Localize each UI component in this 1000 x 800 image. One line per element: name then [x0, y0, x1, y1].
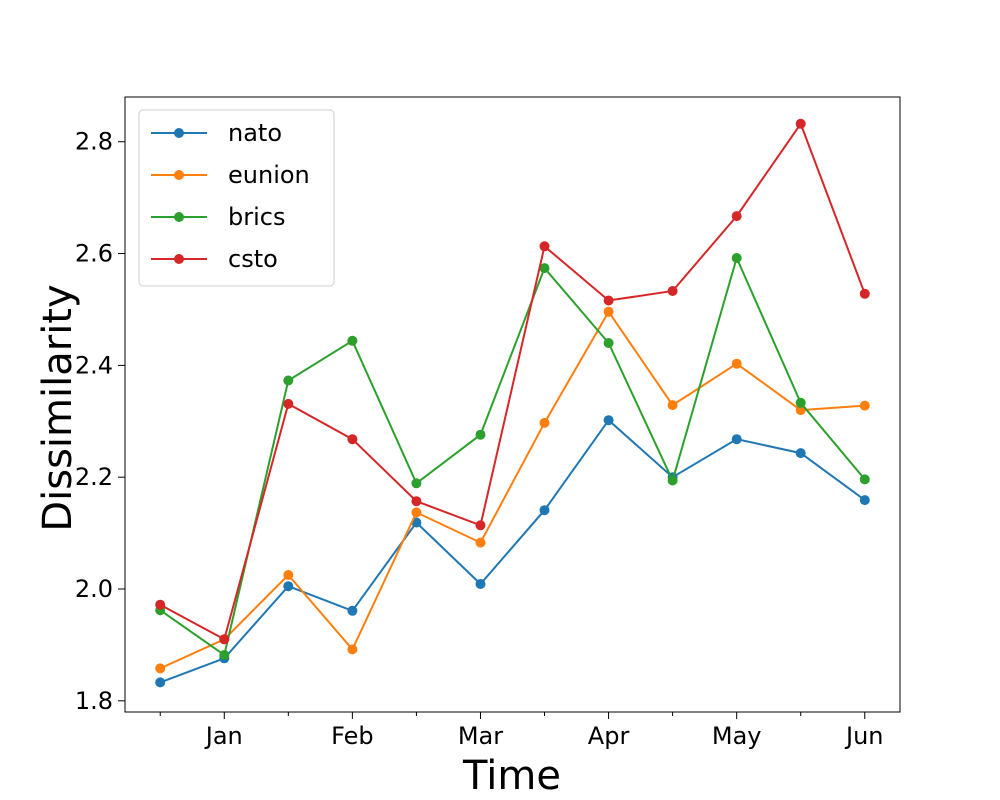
- data-point-eunion: [155, 663, 166, 674]
- x-tick-label: Jun: [844, 722, 884, 750]
- legend-swatch-marker: [174, 254, 184, 264]
- plot-area: [155, 118, 870, 688]
- legend-label: brics: [228, 203, 285, 231]
- data-point-eunion: [603, 306, 614, 317]
- legend-entry-csto: csto: [151, 245, 278, 273]
- data-point-csto: [347, 434, 358, 445]
- data-point-eunion: [283, 570, 294, 580]
- data-point-eunion: [859, 400, 870, 411]
- data-point-csto: [155, 599, 166, 610]
- data-point-nato: [603, 415, 614, 426]
- legend-label: csto: [228, 245, 278, 273]
- y-tick-label: 2.4: [75, 351, 113, 379]
- data-point-eunion: [475, 537, 486, 548]
- data-point-brics: [475, 429, 486, 440]
- x-axis-title: Time: [462, 753, 561, 799]
- axes-frame: [124, 96, 901, 713]
- x-tick-label: Feb: [331, 722, 374, 750]
- data-point-csto: [539, 241, 550, 252]
- y-axis-title: Dissimilarity: [35, 284, 81, 531]
- y-tick-label: 2.0: [75, 575, 113, 603]
- data-point-brics: [795, 397, 806, 408]
- legend-label: nato: [228, 119, 282, 147]
- legend-box: [138, 109, 335, 287]
- legend-swatch-marker: [174, 170, 184, 180]
- data-point-brics: [731, 253, 742, 263]
- legend-entry-eunion: eunion: [151, 161, 310, 189]
- data-point-csto: [475, 520, 486, 531]
- data-point-csto: [859, 288, 870, 299]
- legend-entry-brics: brics: [151, 203, 285, 231]
- data-point-eunion: [795, 405, 806, 416]
- data-point-brics: [539, 263, 550, 274]
- data-point-brics: [603, 338, 614, 348]
- data-point-nato: [731, 434, 742, 445]
- data-point-brics: [859, 474, 870, 485]
- series-line-brics: [159, 255, 866, 657]
- data-point-brics: [219, 650, 230, 660]
- x-tick-label: Jan: [204, 722, 243, 750]
- data-point-brics: [667, 475, 678, 486]
- series-line-eunion: [159, 309, 865, 670]
- y-tick-label: 2.8: [75, 128, 113, 156]
- y-tick-label: 1.8: [75, 687, 113, 715]
- data-point-nato: [795, 448, 806, 459]
- data-point-eunion: [411, 507, 422, 518]
- x-tick-label: May: [712, 722, 762, 750]
- data-point-nato: [283, 581, 294, 592]
- data-point-csto: [411, 496, 422, 507]
- series-line-nato: [159, 418, 866, 684]
- data-point-nato: [859, 495, 870, 506]
- data-point-csto: [667, 286, 678, 296]
- legend-swatch-marker: [174, 212, 184, 222]
- x-tick-label: Mar: [458, 722, 503, 750]
- axes: 1.8 2.0 2.2 2.4 2.6 2.8 Jan Feb Mar Apr May Jun: [75, 128, 884, 750]
- data-point-eunion: [667, 400, 678, 411]
- data-point-csto: [283, 398, 294, 409]
- data-point-eunion: [347, 644, 358, 655]
- data-point-brics: [283, 375, 294, 386]
- data-point-brics: [347, 335, 358, 346]
- data-point-nato: [475, 579, 486, 589]
- data-point-nato: [347, 605, 358, 616]
- data-point-csto: [219, 634, 230, 645]
- data-point-eunion: [731, 358, 742, 369]
- x-tick-label: Apr: [588, 722, 630, 750]
- series-line-csto: [159, 121, 866, 641]
- data-point-eunion: [539, 417, 550, 428]
- data-point-brics: [411, 478, 422, 489]
- data-point-csto: [603, 295, 614, 306]
- legend-entry-nato: nato: [151, 119, 282, 147]
- data-point-csto: [731, 211, 742, 222]
- data-point-nato: [155, 677, 166, 688]
- data-point-nato: [539, 505, 550, 516]
- data-point-csto: [795, 118, 806, 129]
- legend-label: eunion: [228, 161, 310, 189]
- legend-swatch-marker: [174, 128, 184, 138]
- legend: nato eunion brics csto: [138, 109, 335, 287]
- y-tick-label: 2.6: [75, 240, 113, 268]
- y-tick-label: 2.2: [75, 463, 113, 491]
